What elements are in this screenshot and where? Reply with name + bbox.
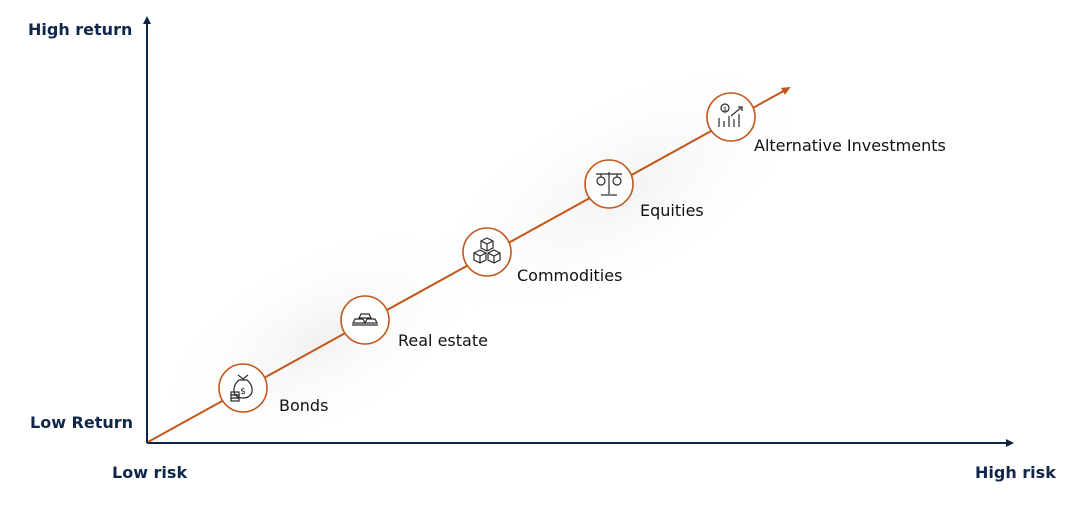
real-estate-label: Real estate xyxy=(398,331,488,350)
alternative-investments-node: $ xyxy=(706,92,756,142)
y-axis-low-label: Low Return xyxy=(30,413,134,432)
x-axis-low-label: Low risk xyxy=(112,463,188,482)
svg-text:$: $ xyxy=(240,387,246,397)
svg-text:$: $ xyxy=(723,106,727,113)
scales-icon xyxy=(596,172,622,196)
y-axis-high-label: High return xyxy=(28,20,133,39)
x-axis-high-label: High risk xyxy=(975,463,1056,482)
commodities-node xyxy=(462,227,512,277)
bonds-label: Bonds xyxy=(279,396,329,415)
growth-chart-icon: $ xyxy=(718,103,743,127)
commodities-label: Commodities xyxy=(517,266,623,285)
bonds-node: $ xyxy=(218,363,268,413)
equities-label: Equities xyxy=(640,201,704,220)
real-estate-node xyxy=(340,295,390,345)
gold-bars-icon xyxy=(352,313,378,326)
equities-node xyxy=(584,159,634,209)
alternative-investments-label: Alternative Investments xyxy=(754,136,946,155)
boxes-icon xyxy=(473,237,501,264)
money-bag-icon: $ xyxy=(230,374,253,402)
